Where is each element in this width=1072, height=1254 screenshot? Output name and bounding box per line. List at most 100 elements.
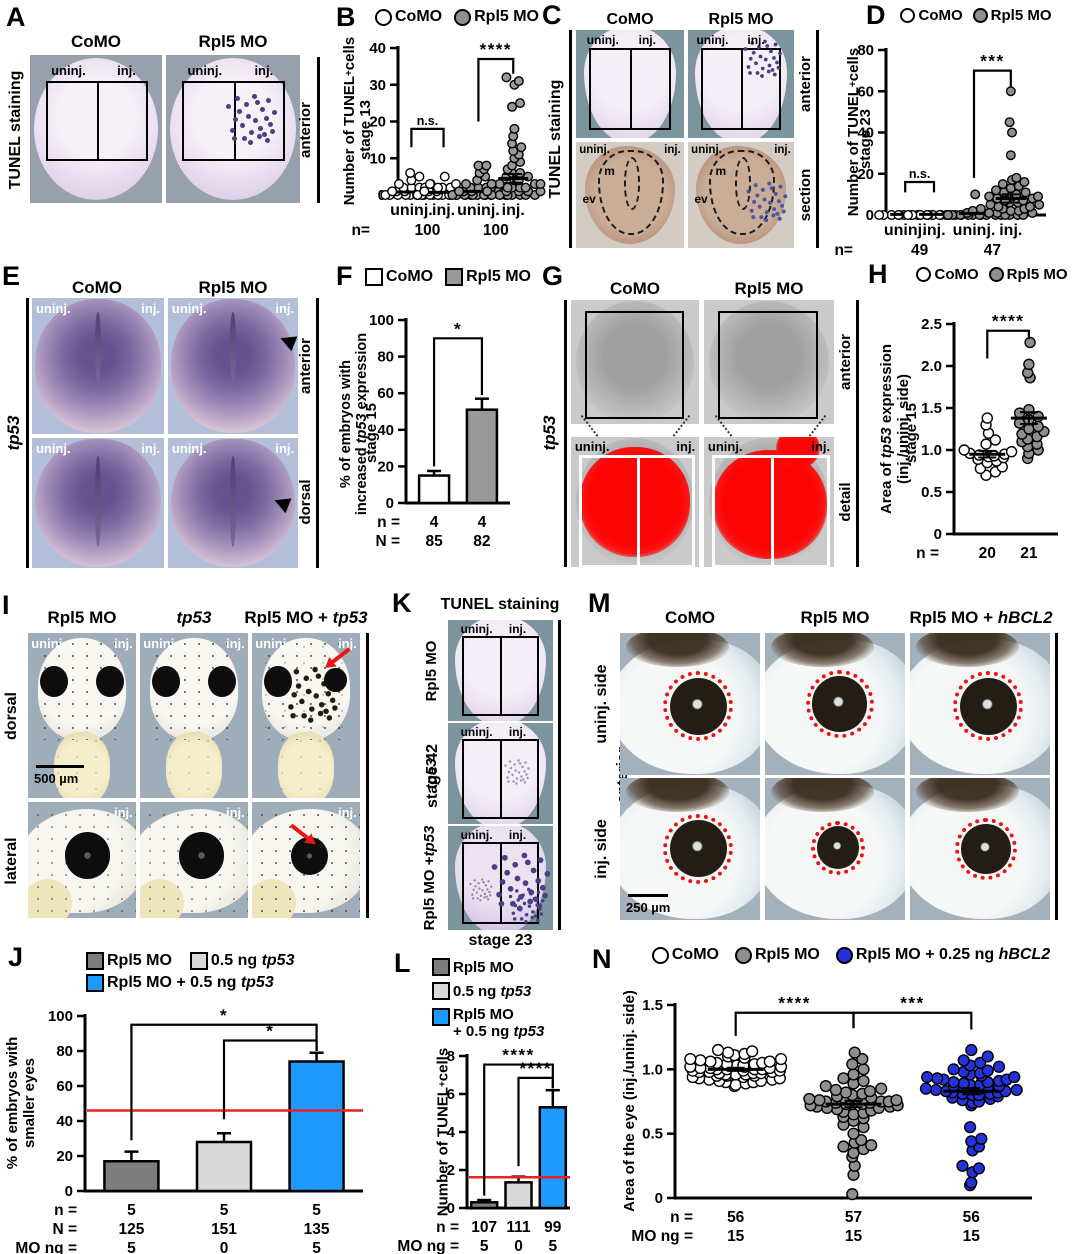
embryo-photo-rpl5-anterior — [704, 300, 834, 424]
panel-K-title: TUNEL staining — [440, 596, 560, 613]
scatter-point — [847, 1146, 860, 1160]
gray-circle-icon — [734, 946, 752, 964]
scale-bar — [36, 765, 84, 768]
embryo-photo-rpl5-anterior: uninj. inj. — [168, 298, 298, 434]
legend-item-rpl5: Rpl5 MO — [988, 266, 1068, 283]
scatter-point — [1005, 445, 1018, 458]
legend-item-rpl5-hbcl2: Rpl5 MO + 0.25 ng hBCL2 — [835, 946, 1050, 964]
chart-svg-B: 010203040n.s.****uninj.inj.uninj.inj.n=1… — [351, 40, 546, 239]
dashed-outline-inner — [623, 156, 641, 210]
scatter-point — [972, 1162, 986, 1175]
tunel-speckles — [762, 197, 767, 202]
significance-bracket — [130, 1023, 318, 1141]
embryo-photo-tp53: uninj. inj. — [448, 723, 553, 824]
legend-item-como: CoMO — [375, 8, 442, 26]
divider-bar — [366, 633, 369, 918]
panel-letter-B: B — [336, 2, 356, 32]
row-value: 49 — [911, 242, 929, 259]
scatter-point — [857, 1074, 870, 1088]
col-header-como: CoMO — [70, 32, 122, 51]
white-roi-box — [711, 455, 830, 567]
panel-letter-H: H — [868, 259, 888, 289]
y-tick-label: 80 — [56, 1043, 73, 1060]
scatter-point — [874, 209, 885, 220]
panel-letter-G: G — [542, 261, 564, 291]
scale-bar — [628, 894, 668, 897]
row-value: 5 — [480, 1238, 489, 1254]
row-value: 125 — [118, 1221, 144, 1238]
eye — [817, 826, 860, 869]
chart-svg-J: 0 20 40 60 80 100 * * n = 5 5 5 N = 125 151 135 MO ng = 5… — [15, 1006, 363, 1254]
ev-label: ev — [582, 191, 596, 206]
scatter-point — [981, 412, 993, 424]
y-tick-label: 2.0 — [921, 358, 942, 375]
m-label: m — [715, 164, 727, 179]
chart-svg-H: 0 0.5 1.0 1.5 2.0 2.5 **** n = 20 21 — [916, 312, 1058, 562]
embryo-photo-como-dorsal: uninj. inj. — [32, 438, 164, 568]
y-tick-label: 8 — [447, 1048, 455, 1065]
eye — [959, 677, 1017, 735]
roi-box — [45, 81, 148, 161]
col-header-como: CoMO — [606, 11, 654, 28]
x-category-label: inj. — [922, 222, 945, 239]
tadpole-body — [165, 732, 223, 798]
legend-J-row1: Rpl5 MO 0.5 ng tp53 — [86, 952, 386, 970]
row-value: 56 — [963, 1209, 981, 1226]
scatter-point — [414, 171, 425, 182]
bar — [288, 1060, 345, 1193]
eye-photo-como-uninj — [620, 633, 760, 775]
tp53-expression-area-extra — [775, 437, 820, 469]
left-eye — [151, 666, 180, 698]
scatter-point — [829, 1083, 842, 1097]
gray-circle-icon — [454, 8, 472, 26]
white-square-icon — [365, 268, 383, 286]
legend-item-rpl5-tp53: Rpl5 MO + 0.5 ng tp53 — [86, 974, 274, 992]
significance-bracket — [986, 329, 1030, 359]
tunel-speckles — [478, 887, 482, 890]
row-value: 85 — [425, 533, 443, 550]
bar — [504, 1181, 533, 1210]
scatter-point — [890, 1094, 903, 1107]
scatter-point — [921, 1070, 934, 1084]
embryo-photo-como-anterior: uninj. inj. — [30, 55, 162, 203]
inj-label: inj. — [811, 439, 831, 454]
row-value: 57 — [845, 1209, 862, 1226]
inj-label: inj. — [747, 33, 765, 47]
embryo-photo-como-anterior: uninj. inj. — [576, 30, 684, 138]
scatter-point — [1005, 150, 1016, 161]
scatter-point — [990, 185, 1001, 196]
scatter-point — [980, 438, 992, 450]
scatter-point — [535, 178, 546, 189]
m-label: m — [604, 164, 615, 179]
tadpole-dorsal-rpl5: uninj. inj. 500 µm — [28, 633, 136, 798]
embryo-photo-rpl5-anterior: uninj. inj. — [166, 55, 300, 203]
embryo-photo-rpl5: uninj. inj. — [448, 620, 553, 721]
pigment-patch — [770, 778, 875, 813]
scatter-point — [919, 1082, 933, 1095]
y-tick-label: 0 — [447, 1200, 455, 1217]
open-circle-icon — [900, 8, 916, 23]
row-value: 4 — [430, 514, 439, 531]
bar — [195, 1140, 253, 1193]
scatter-point — [501, 72, 512, 83]
scatter-point — [997, 179, 1008, 190]
legend-F: CoMO Rpl5 MO — [348, 268, 548, 286]
scatter-point — [711, 1043, 725, 1057]
gray-square-icon — [445, 268, 464, 286]
uninj-label: uninj. — [255, 636, 290, 651]
side-label-tp53: tp53 — [4, 415, 24, 451]
scatter-point — [865, 1139, 878, 1152]
y-tick-label: 0 — [65, 1183, 73, 1200]
x-category-label: inj. — [502, 202, 525, 219]
scatter-point — [988, 450, 1000, 462]
row-label: n = — [54, 1202, 77, 1219]
scatter-point — [846, 1188, 859, 1201]
tunel-speckles — [514, 875, 521, 882]
legend-item-rpl5: Rpl5 MO — [86, 952, 172, 970]
row-label: n = — [377, 514, 400, 531]
divider-bar — [564, 300, 567, 567]
panel-letter-I: I — [2, 590, 10, 620]
